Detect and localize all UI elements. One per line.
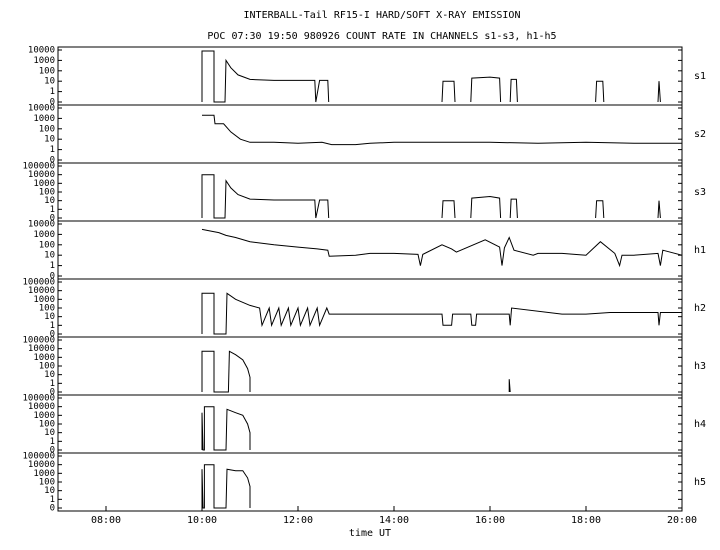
panel-label: h3: [694, 361, 706, 372]
y-tick-label: 10000: [28, 344, 55, 354]
panel-label: s3: [694, 187, 706, 198]
y-tick-label: 1000: [33, 114, 55, 124]
y-tick-label: 1000: [33, 295, 55, 305]
y-tick-label: 1: [50, 379, 55, 389]
y-tick-label: 0: [50, 272, 55, 282]
y-tick-label: 0: [50, 330, 55, 340]
y-tick-label: 10000: [28, 460, 55, 470]
y-tick-label: 1: [50, 205, 55, 215]
panel-frame: [57, 278, 683, 338]
y-tick-label: 0: [50, 214, 55, 224]
panel-label: s1: [694, 71, 706, 82]
y-tick-label: 100000: [22, 278, 55, 288]
y-tick-label: 1: [50, 321, 55, 331]
y-tick-label: 100: [39, 420, 55, 430]
y-tick-label: 10000: [28, 220, 55, 230]
y-tick-label: 10: [44, 196, 55, 206]
y-tick-label: 0: [50, 98, 55, 108]
chart-title: INTERBALL-Tail RF15-I HARD/SOFT X-RAY EM…: [244, 10, 521, 21]
y-tick-label: 100: [39, 304, 55, 314]
chart-subtitle: POC 07:30 19:50 980926 COUNT RATE IN CHA…: [207, 31, 556, 42]
y-tick-label: 100: [39, 240, 55, 250]
y-tick-label: 1000: [33, 179, 55, 189]
y-tick-label: 100000: [22, 394, 55, 404]
y-tick-label: 1: [50, 145, 55, 155]
y-tick-label: 100: [39, 362, 55, 372]
y-tick-label: 10: [44, 312, 55, 322]
y-tick-label: 10000: [28, 46, 55, 56]
data-line: [595, 80, 605, 103]
y-tick-label: 1: [50, 437, 55, 447]
panel-label: h5: [694, 477, 706, 488]
x-tick-label: 10:00: [187, 515, 217, 526]
data-line: [470, 76, 502, 103]
data-line: [201, 292, 682, 335]
data-line: [202, 114, 682, 146]
y-tick-label: 100: [39, 478, 55, 488]
y-tick-label: 100: [39, 66, 55, 76]
panel-label: h4: [694, 419, 706, 430]
y-tick-label: 10000: [28, 170, 55, 180]
y-tick-label: 0: [50, 504, 55, 514]
panel-frame: [57, 104, 683, 164]
y-tick-label: 1: [50, 87, 55, 97]
data-line: [441, 80, 456, 103]
y-tick-label: 1: [50, 261, 55, 271]
data-line: [201, 406, 251, 451]
data-line: [201, 174, 330, 219]
y-tick-label: 10: [44, 251, 55, 261]
data-line: [508, 379, 511, 393]
panel-label: h2: [694, 303, 706, 314]
y-tick-label: 10000: [28, 402, 55, 412]
y-tick-label: 10: [44, 77, 55, 87]
data-line: [509, 198, 518, 219]
y-tick-label: 100: [39, 124, 55, 134]
panel-frame: [57, 394, 683, 454]
y-tick-label: 100000: [22, 336, 55, 346]
x-tick-label: 18:00: [571, 515, 601, 526]
y-tick-label: 1: [50, 495, 55, 505]
panel-label: s2: [694, 129, 706, 140]
panel-frame: [57, 336, 683, 396]
y-tick-label: 10: [44, 135, 55, 145]
y-tick-label: 1000: [33, 56, 55, 66]
y-tick-label: 10000: [28, 286, 55, 296]
x-tick-label: 08:00: [91, 515, 121, 526]
panel-frame: [57, 162, 683, 222]
data-line: [657, 81, 661, 103]
data-line: [201, 50, 330, 103]
data-line: [441, 200, 456, 219]
data-line: [657, 200, 661, 219]
x-tick-label: 16:00: [475, 515, 505, 526]
panel-label: h1: [694, 245, 706, 256]
y-tick-label: 1000: [33, 353, 55, 363]
data-line: [201, 350, 251, 393]
x-tick-label: 20:00: [667, 515, 697, 526]
panel-frame: [57, 452, 683, 512]
data-line: [201, 464, 251, 509]
x-tick-label: 12:00: [283, 515, 313, 526]
y-tick-label: 100000: [22, 452, 55, 462]
y-tick-label: 1000: [33, 411, 55, 421]
y-tick-label: 10: [44, 486, 55, 496]
y-tick-label: 1000: [33, 469, 55, 479]
data-line: [595, 200, 605, 219]
panel-frame: [57, 220, 683, 280]
data-line: [201, 228, 683, 268]
y-tick-label: 100: [39, 188, 55, 198]
y-tick-label: 0: [50, 446, 55, 456]
y-tick-label: 10: [44, 370, 55, 380]
y-tick-label: 0: [50, 156, 55, 166]
data-line: [509, 78, 518, 103]
y-tick-label: 100000: [22, 162, 55, 172]
y-tick-label: 1000: [33, 230, 55, 240]
panel-frame: [57, 46, 683, 106]
y-tick-label: 10000: [28, 104, 55, 114]
x-tick-label: 14:00: [379, 515, 409, 526]
y-tick-label: 10: [44, 428, 55, 438]
x-axis-label: time UT: [349, 528, 391, 539]
y-tick-label: 0: [50, 388, 55, 398]
data-line: [470, 195, 502, 219]
